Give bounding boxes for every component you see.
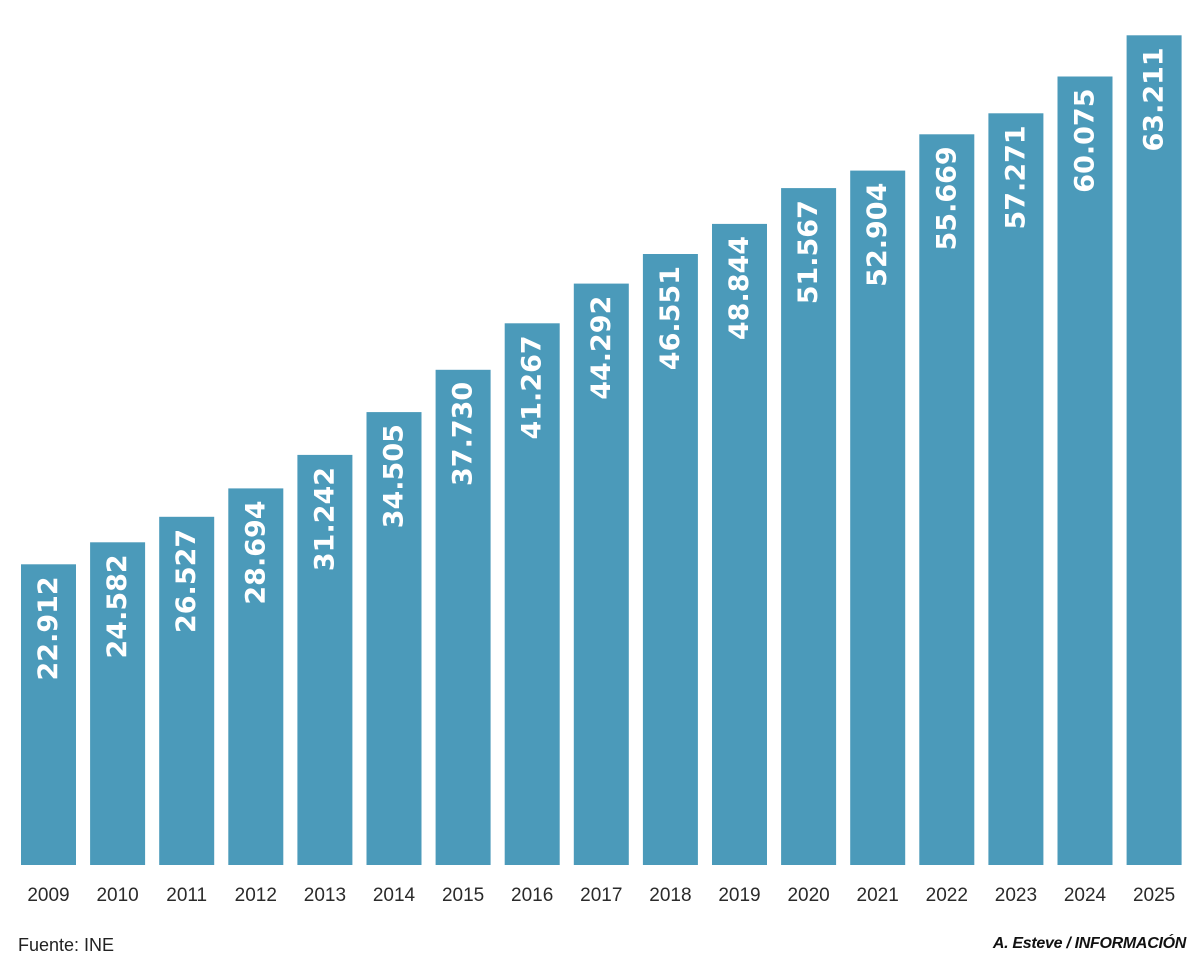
value-label-2021: 52.904 (862, 183, 893, 287)
value-label-2009: 22.912 (33, 576, 64, 680)
bar-2009 (21, 564, 76, 865)
value-label-2022: 55.669 (931, 146, 962, 250)
bar-2021 (850, 170, 906, 866)
x-tick-label-2011: 2011 (166, 885, 207, 906)
x-tick-label-2016: 2016 (511, 885, 553, 906)
bar-2025 (1126, 35, 1182, 866)
bar-2010 (90, 542, 146, 865)
bar-2022 (919, 134, 975, 866)
value-label-2024: 60.075 (1070, 89, 1101, 193)
x-tick-label-2009: 2009 (27, 885, 69, 906)
value-label-2012: 28.694 (240, 500, 271, 604)
bar-2023 (988, 113, 1044, 866)
value-label-2019: 48.844 (724, 236, 755, 340)
bar-2015 (435, 369, 491, 865)
value-label-2013: 31.242 (309, 467, 340, 571)
x-tick-label-2018: 2018 (649, 885, 691, 906)
bars-group (21, 35, 1182, 866)
x-tick-label-2015: 2015 (442, 885, 484, 906)
value-label-2017: 44.292 (586, 296, 617, 400)
x-tick-label-2025: 2025 (1133, 885, 1175, 906)
bar-2024 (1057, 76, 1113, 865)
x-tick-label-2019: 2019 (718, 885, 760, 906)
value-label-2015: 37.730 (448, 382, 479, 486)
bar-2016 (504, 323, 560, 865)
x-tick-label-2013: 2013 (304, 885, 346, 906)
x-axis-tick-labels: 2009 2010 2011 2012 2013 2014 2015 2016 2017 2018… (27, 885, 1175, 906)
bar-2018 (642, 254, 698, 865)
value-label-2025: 63.211 (1139, 47, 1170, 151)
source-note: Fuente: INE (18, 935, 115, 955)
x-tick-label-2014: 2014 (373, 885, 416, 906)
bar-2020 (781, 188, 837, 866)
bar-2011 (159, 516, 215, 865)
x-tick-label-2017: 2017 (580, 885, 622, 906)
value-labels-group: 22.912 24.582 26.527 28.694 31.242 34.505 37.7… (33, 47, 1170, 680)
x-tick-label-2021: 2021 (857, 885, 899, 906)
x-tick-label-2023: 2023 (995, 885, 1037, 906)
x-tick-label-2010: 2010 (96, 885, 138, 906)
value-label-2011: 26.527 (171, 529, 202, 633)
credit-note: A. Esteve / INFORMACIÓN (992, 935, 1186, 952)
value-label-2014: 34.505 (379, 424, 410, 528)
bar-2013 (297, 454, 353, 865)
value-label-2010: 24.582 (102, 554, 133, 658)
bar-2014 (366, 412, 422, 865)
value-label-2016: 41.267 (517, 335, 548, 439)
value-label-2018: 46.551 (655, 266, 686, 370)
bar-2017 (573, 283, 629, 866)
value-label-2023: 57.271 (1000, 125, 1031, 229)
value-label-2020: 51.567 (793, 200, 824, 304)
x-tick-label-2024: 2024 (1064, 885, 1107, 906)
x-tick-label-2020: 2020 (787, 885, 829, 906)
bar-2019 (712, 223, 767, 865)
bar-2012 (228, 488, 284, 865)
x-tick-label-2022: 2022 (926, 885, 968, 906)
x-tick-label-2012: 2012 (235, 885, 277, 906)
